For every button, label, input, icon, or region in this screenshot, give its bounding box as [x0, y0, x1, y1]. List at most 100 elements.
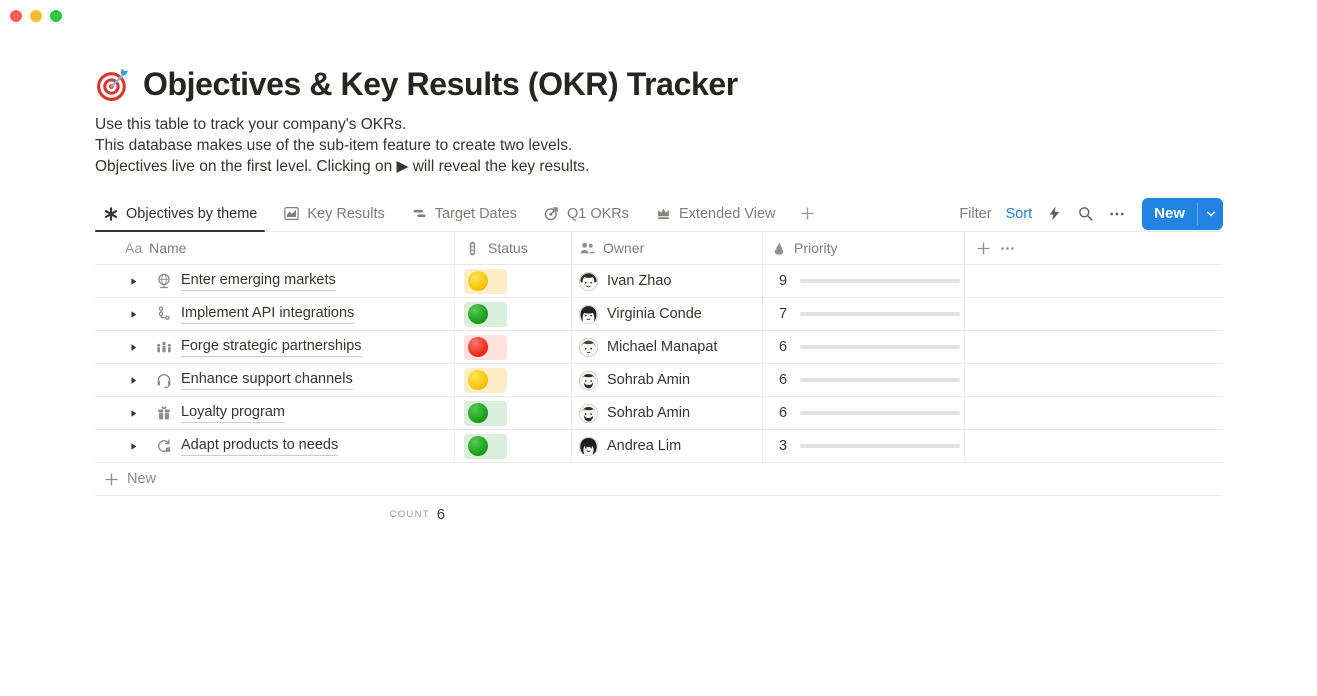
description-line[interactable]: Use this table to track your company's O…	[95, 116, 407, 133]
search-button[interactable]	[1077, 205, 1094, 222]
status-cell[interactable]	[455, 298, 572, 330]
new-button-label[interactable]: New	[1154, 205, 1185, 222]
page-link[interactable]: Implement API integrations	[181, 304, 355, 324]
owner-cell[interactable]: Virginia Conde	[572, 298, 763, 330]
expand-toggle[interactable]	[128, 342, 142, 353]
name-cell: Forge strategic partnerships	[95, 331, 455, 363]
owner-name: Michael Manapat	[607, 339, 718, 355]
page-description[interactable]: Use this table to track your company's O…	[95, 114, 1223, 177]
count-calculation[interactable]: COUNT 6	[95, 496, 455, 533]
expand-toggle[interactable]	[128, 441, 142, 452]
expand-toggle[interactable]	[128, 309, 142, 320]
add-view-button[interactable]	[795, 205, 820, 222]
owner-cell[interactable]: Ivan Zhao	[572, 265, 763, 297]
owner-cell[interactable]: Sohrab Amin	[572, 364, 763, 396]
sort-button[interactable]: Sort	[1005, 205, 1033, 222]
ellipsis-icon	[1108, 205, 1126, 223]
description-line[interactable]: This database makes use of the sub-item …	[95, 137, 573, 154]
table-row: Loyalty program Sohrab Amin 6	[95, 397, 1223, 430]
tab-q1-okrs[interactable]: Q1 OKRs	[535, 196, 637, 231]
status-circle-icon	[468, 403, 488, 423]
page-title-block[interactable]: Objectives & Key Results (OKR) Tracker	[95, 66, 1223, 103]
description-line[interactable]: Objectives live on the first level. Clic…	[95, 158, 590, 175]
triangle-right-icon	[128, 309, 139, 320]
owner-name: Sohrab Amin	[607, 405, 691, 421]
column-header-name[interactable]: Aa Name	[95, 232, 455, 264]
empty-cell	[965, 298, 1223, 330]
owner-cell[interactable]: Michael Manapat	[572, 331, 763, 363]
tab-label: Extended View	[679, 205, 776, 222]
triangle-right-icon	[128, 408, 139, 419]
traffic-light-icon	[464, 240, 481, 257]
workflow-icon	[155, 305, 173, 323]
priority-value: 6	[779, 339, 788, 355]
priority-cell[interactable]: 6	[763, 331, 965, 363]
page-link[interactable]: Adapt products to needs	[181, 436, 339, 456]
asterisk-view-icon	[103, 206, 119, 222]
okr-table: Aa Name Status Owner Priority	[95, 232, 1223, 533]
name-cell: Enhance support channels	[95, 364, 455, 396]
new-button[interactable]: New	[1142, 197, 1223, 230]
priority-value: 6	[779, 405, 788, 421]
target-view-icon	[543, 205, 560, 222]
priority-cell[interactable]: 7	[763, 298, 965, 330]
status-cell[interactable]	[455, 430, 572, 462]
page: Objectives & Key Results (OKR) Tracker U…	[95, 0, 1223, 533]
owner-cell[interactable]: Andrea Lim	[572, 430, 763, 462]
column-header-priority[interactable]: Priority	[763, 232, 965, 264]
priority-cell[interactable]: 3	[763, 430, 965, 462]
zoom-window-button[interactable]	[50, 10, 62, 22]
table-row: Adapt products to needs Andrea Lim 3	[95, 430, 1223, 463]
status-cell[interactable]	[455, 265, 572, 297]
page-link[interactable]: Loyalty program	[181, 403, 285, 423]
filter-button[interactable]: Filter	[959, 205, 992, 222]
priority-cell[interactable]: 9	[763, 265, 965, 297]
new-button-dropdown[interactable]	[1198, 198, 1223, 230]
calculation-row: COUNT 6	[95, 496, 1223, 533]
headset-icon	[155, 371, 173, 389]
owner-name: Andrea Lim	[607, 438, 682, 454]
owner-cell[interactable]: Sohrab Amin	[572, 397, 763, 429]
empty-cell	[965, 430, 1223, 462]
minimize-window-button[interactable]	[30, 10, 42, 22]
table-row: Forge strategic partnerships Michael Man…	[95, 331, 1223, 364]
new-row-button[interactable]: New	[95, 463, 1223, 496]
status-cell[interactable]	[455, 364, 572, 396]
avatar	[578, 337, 599, 358]
count-value: 6	[436, 506, 445, 523]
people-icon	[578, 239, 596, 257]
page-link[interactable]: Enter emerging markets	[181, 271, 336, 291]
priority-cell[interactable]: 6	[763, 364, 965, 396]
priority-cell[interactable]: 6	[763, 397, 965, 429]
status-cell[interactable]	[455, 397, 572, 429]
tab-label: Objectives by theme	[126, 205, 258, 222]
page-link[interactable]: Enhance support channels	[181, 370, 353, 390]
owner-name: Sohrab Amin	[607, 372, 691, 388]
column-label: Priority	[794, 240, 838, 256]
automations-button[interactable]	[1046, 205, 1063, 222]
tab-key-results[interactable]: Key Results	[275, 196, 392, 231]
tab-extended-view[interactable]: Extended View	[647, 196, 783, 231]
table-options-button[interactable]	[999, 240, 1016, 257]
add-column-button[interactable]	[975, 240, 992, 257]
expand-toggle[interactable]	[128, 276, 142, 287]
column-header-owner[interactable]: Owner	[572, 232, 763, 264]
priority-bar	[800, 443, 960, 449]
window-controls[interactable]	[10, 10, 62, 22]
tab-target-dates[interactable]: Target Dates	[403, 196, 525, 231]
page-title[interactable]: Objectives & Key Results (OKR) Tracker	[143, 66, 738, 102]
close-window-button[interactable]	[10, 10, 22, 22]
expand-toggle[interactable]	[128, 375, 142, 386]
column-header-status[interactable]: Status	[455, 232, 572, 264]
search-icon	[1077, 205, 1094, 222]
tab-objectives-by-theme[interactable]: Objectives by theme	[95, 196, 266, 232]
more-options-button[interactable]	[1108, 205, 1126, 223]
priority-bar	[800, 278, 960, 284]
table-header-row: Aa Name Status Owner Priority	[95, 232, 1223, 265]
page-link[interactable]: Forge strategic partnerships	[181, 337, 362, 357]
name-cell: Enter emerging markets	[95, 265, 455, 297]
expand-toggle[interactable]	[128, 408, 142, 419]
avatar	[578, 304, 599, 325]
empty-cell	[965, 331, 1223, 363]
status-cell[interactable]	[455, 331, 572, 363]
